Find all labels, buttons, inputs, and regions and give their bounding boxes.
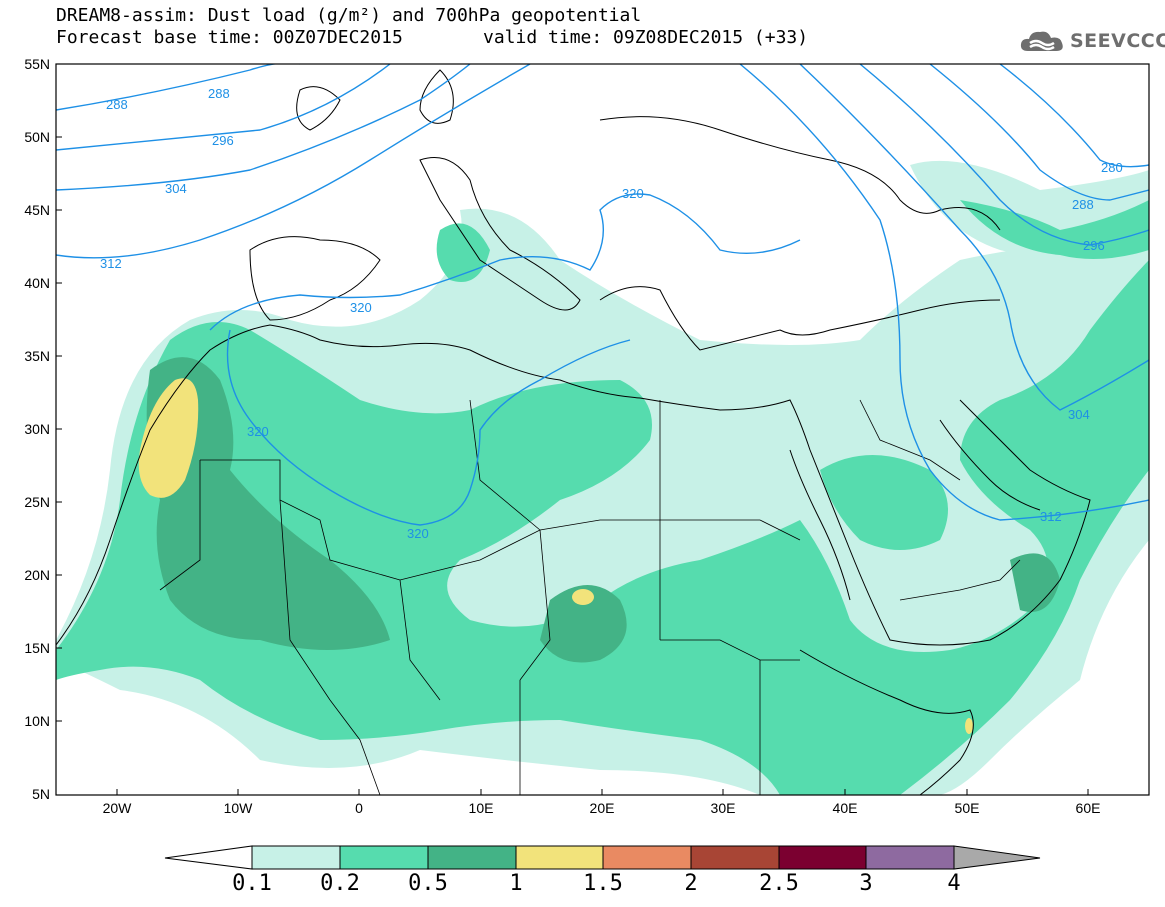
lon-label: 30E xyxy=(710,800,736,816)
contour-label: 296 xyxy=(212,133,234,148)
dust-region-dark-arabia xyxy=(1010,553,1060,612)
contour-296-east xyxy=(859,64,1149,246)
contour-label: 288 xyxy=(208,86,230,101)
dust-region-high-chad xyxy=(572,589,594,605)
contour-label: 288 xyxy=(106,97,128,112)
dust-region-mid-arabia xyxy=(820,455,948,550)
contour-304-east xyxy=(799,64,1149,411)
colorbar-label: 0.2 xyxy=(320,871,360,896)
lon-label: 0 xyxy=(355,800,363,816)
valid-time: valid time: 09Z08DEC2015 (+33) xyxy=(483,27,809,48)
lon-label: 10W xyxy=(223,800,253,816)
contour-304-west xyxy=(56,64,471,191)
contour-label: 288 xyxy=(1072,197,1094,212)
contour-label: 320 xyxy=(622,186,644,201)
colorbar-label: 0.1 xyxy=(232,871,272,896)
colorbar-swatch xyxy=(602,845,692,870)
colorbar xyxy=(164,845,1041,870)
colorbar-under-arrow xyxy=(164,845,253,870)
cloud-icon xyxy=(1020,31,1063,51)
lat-label: 35N xyxy=(24,348,50,364)
colorbar-label: 2.5 xyxy=(759,871,799,896)
colorbar-label: 1.5 xyxy=(583,871,623,896)
contour-label: 304 xyxy=(1068,407,1090,422)
dust-region-mid-ne xyxy=(960,200,1149,259)
contour-labels: 288 288 296 304 312 320 320 320 320 280 … xyxy=(100,86,1123,541)
dust-region-high-somalia xyxy=(965,718,973,734)
contour-288-east xyxy=(929,64,1149,201)
colorbar-label: 2 xyxy=(684,871,698,896)
dust-region-high-morocco xyxy=(138,378,199,498)
colorbar-swatch xyxy=(339,845,429,870)
lat-label: 25N xyxy=(24,494,50,510)
seevccc-logo: SEEVCCC xyxy=(1018,27,1165,55)
contour-label: 280 xyxy=(1101,160,1123,175)
contour-320-south xyxy=(226,329,631,526)
contour-320 xyxy=(209,193,801,331)
forecast-base-time: Forecast base time: 00Z07DEC2015 xyxy=(56,27,403,48)
lat-label: 20N xyxy=(24,567,50,583)
contour-label: 320 xyxy=(247,424,269,439)
colorbar-label: 0.5 xyxy=(408,871,448,896)
lat-label: 10N xyxy=(24,713,50,729)
colorbar-swatch xyxy=(515,845,604,870)
contour-label: 320 xyxy=(350,300,372,315)
lon-label: 20W xyxy=(102,800,132,816)
contour-label: 320 xyxy=(407,526,429,541)
contour-label: 312 xyxy=(1040,509,1062,524)
colorbar-label: 4 xyxy=(947,871,961,896)
dust-region-dark xyxy=(146,357,390,650)
contour-288-west xyxy=(56,64,300,111)
dust-region-dark-chad xyxy=(540,585,627,663)
colorbar-swatch xyxy=(778,845,867,870)
colorbar-swatch xyxy=(690,845,780,870)
colorbar-swatch xyxy=(251,845,341,870)
colorbar-over-arrow xyxy=(953,845,1041,870)
lon-label: 60E xyxy=(1075,800,1101,816)
geopotential-contours xyxy=(56,64,1149,526)
lat-label: 40N xyxy=(24,275,50,291)
lon-label: 20E xyxy=(589,800,615,816)
contour-label: 304 xyxy=(165,181,187,196)
lon-label: 50E xyxy=(954,800,980,816)
contour-312-west xyxy=(56,64,531,259)
dust-region-mid-nw xyxy=(436,223,490,282)
colorbar-label: 1 xyxy=(509,871,523,896)
dust-field: 288 288 296 304 312 320 320 320 320 280 … xyxy=(56,64,1149,795)
map-title: DREAM8-assim: Dust load (g/m²) and 700hP… xyxy=(56,5,642,26)
axis-ticks xyxy=(56,63,1089,795)
contour-312-east xyxy=(739,64,1149,521)
lat-label: 55N xyxy=(24,56,50,72)
dust-region-mid xyxy=(56,260,1149,795)
colorbar-swatch xyxy=(865,845,955,870)
lat-label: 45N xyxy=(24,202,50,218)
lat-label: 15N xyxy=(24,640,50,656)
lat-label: 50N xyxy=(24,129,50,145)
contour-label: 312 xyxy=(100,256,122,271)
country-borders xyxy=(159,399,1021,795)
colorbar-swatch xyxy=(427,845,517,870)
coastlines xyxy=(56,69,1091,795)
colorbar-label: 3 xyxy=(859,871,873,896)
contour-296-west xyxy=(56,64,391,151)
lon-label: 10E xyxy=(468,800,494,816)
lon-label: 40E xyxy=(832,800,858,816)
contour-label: 296 xyxy=(1083,238,1105,253)
logo-text: SEEVCCC xyxy=(1070,30,1165,52)
contour-280-east xyxy=(999,64,1149,168)
lat-label: 30N xyxy=(24,421,50,437)
lat-label: 5N xyxy=(32,786,50,802)
